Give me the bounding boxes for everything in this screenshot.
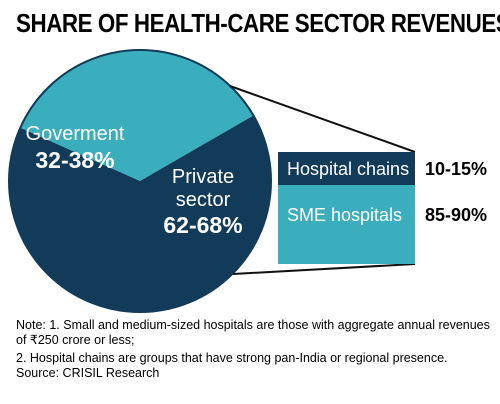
slice-label-government: Goverment: [26, 123, 125, 145]
footnote-2: 2. Hospital chains are groups that have …: [16, 351, 448, 365]
breakdown-label-sme-hospitals: SME hospitals: [287, 205, 402, 225]
footnotes: Note: 1. Small and medium-sized hospital…: [16, 318, 496, 380]
pie-outline: [8, 49, 272, 313]
slice-value-government: 32-38%: [35, 147, 114, 173]
connector-line-bottom: [232, 263, 416, 275]
footnote-1: Note: 1. Small and medium-sized hospital…: [16, 318, 490, 347]
pie-slice-private-sector: [9, 115, 272, 313]
slice-label-private-sector-line2: sector: [176, 189, 231, 211]
connector-line-top: [229, 85, 416, 153]
breakdown-value-sme-hospitals: 85-90%: [425, 205, 487, 225]
breakdown-value-hospital-chains: 10-15%: [425, 159, 487, 179]
breakdown-boxes: Hospital chains 10-15% SME hospitals 85-90%: [278, 152, 487, 264]
slice-label-private-sector: Private: [172, 166, 234, 188]
chart-title: SHARE OF HEALTH-CARE SECTOR REVENUES: [16, 8, 500, 38]
slice-value-private-sector: 62-68%: [163, 212, 242, 238]
pie-slice-government: [20, 50, 254, 182]
breakdown-box-hospital-chains: [278, 152, 415, 185]
source-note: Source: CRISIL Research: [16, 365, 160, 380]
breakdown-label-hospital-chains: Hospital chains: [287, 159, 409, 179]
breakdown-box-sme-hospitals: [278, 185, 415, 264]
